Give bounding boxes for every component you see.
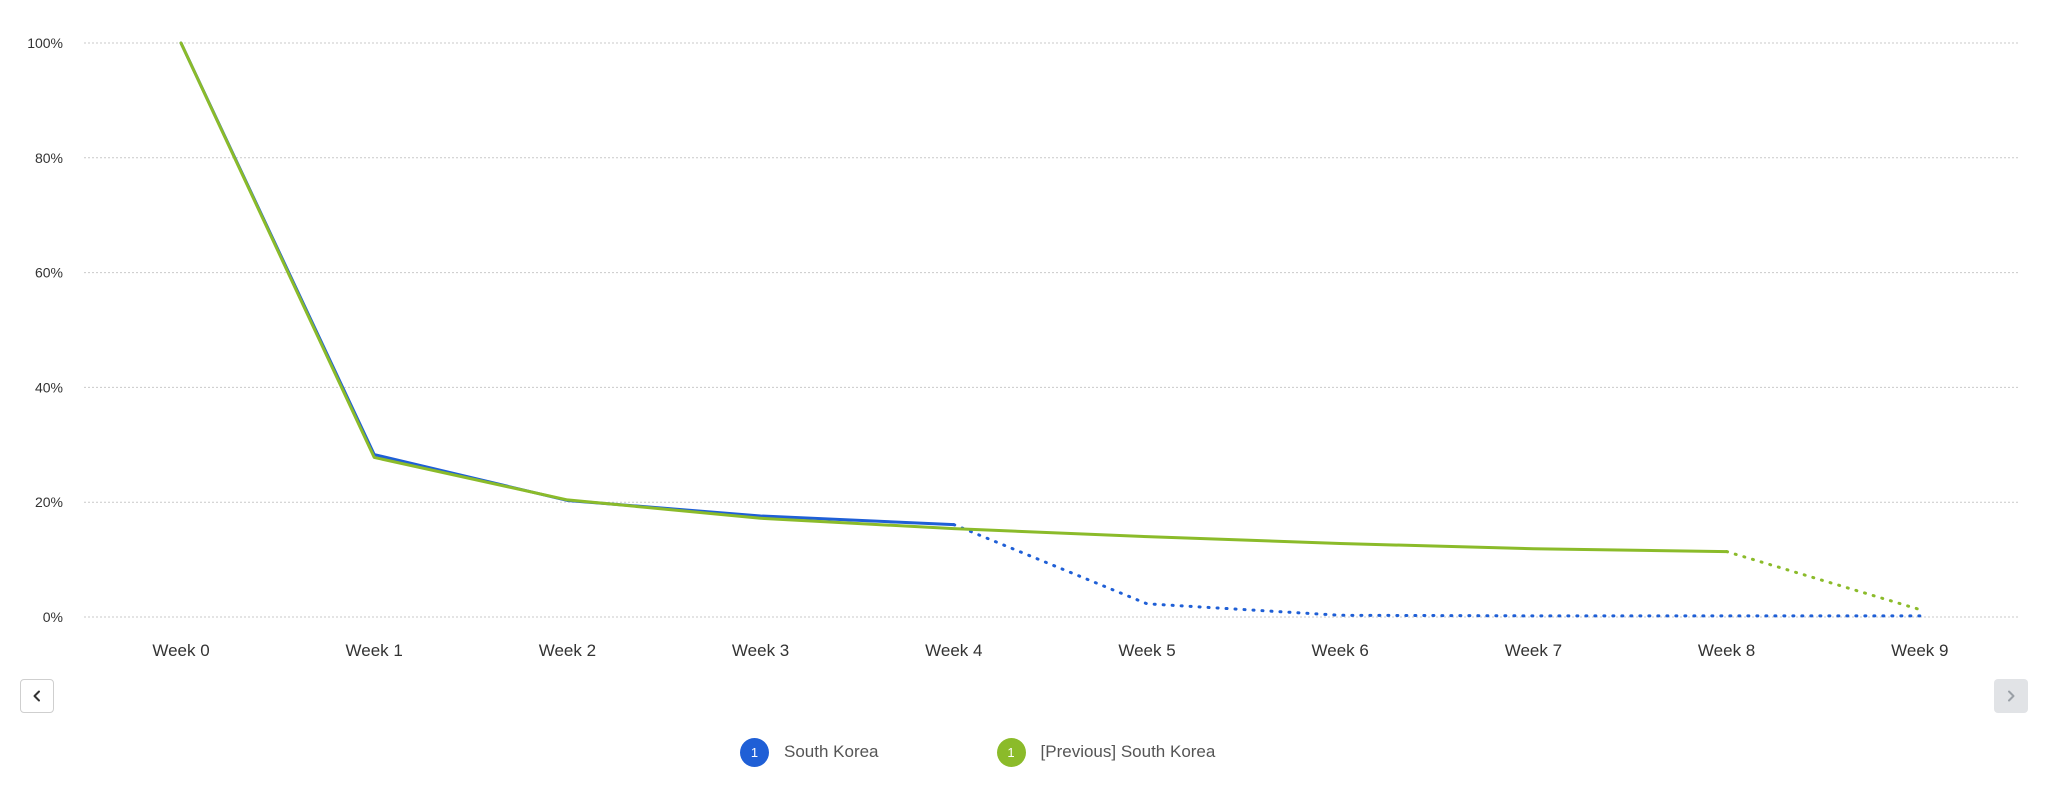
next-page-button[interactable] (1994, 679, 2028, 713)
legend-item-previous-south-korea[interactable]: 1 [Previous] South Korea (996, 737, 1216, 767)
x-axis-ticks: Week 0 Week 1 Week 2 Week 3 Week 4 Week 5 Week… (152, 641, 1948, 660)
series-lines (179, 41, 1922, 618)
series-badge: 1 (996, 737, 1026, 767)
x-tick-label: Week 3 (732, 641, 789, 660)
previous-page-button[interactable] (20, 679, 54, 713)
x-tick-label: Week 2 (539, 641, 596, 660)
retention-line-chart: 0%20%40%60%80%100% Week 0 Week 1 Week 2 Wee… (27, 35, 2018, 660)
legend-label: [Previous] South Korea (1040, 742, 1216, 761)
series-line-projected (1725, 550, 1922, 612)
y-tick-label: 60% (35, 265, 63, 281)
y-tick-label: 40% (35, 379, 63, 395)
x-tick-label: Week 1 (346, 641, 403, 660)
series-line-projected (952, 523, 1922, 618)
legend-label: South Korea (784, 742, 879, 761)
chevron-right-icon (2008, 690, 2015, 702)
y-axis-ticks: 0% 20% 40% 60% 80% 100% (27, 35, 63, 625)
y-tick-label: 0% (43, 609, 63, 625)
x-tick-label: Week 7 (1505, 641, 1562, 660)
x-tick-label: Week 4 (925, 641, 982, 660)
gridlines (84, 42, 2018, 618)
series-line-solid (179, 41, 1729, 554)
chevron-left-icon (33, 690, 40, 702)
x-tick-label: Week 8 (1698, 641, 1755, 660)
y-tick-label: 100% (27, 35, 63, 51)
chart-legend: 1 South Korea 1 [Previous] South Korea (740, 737, 1333, 767)
series-line-solid (179, 41, 956, 527)
x-tick-label: Week 9 (1891, 641, 1948, 660)
y-tick-label: 20% (35, 494, 63, 510)
x-tick-label: Week 5 (1118, 641, 1175, 660)
legend-item-south-korea[interactable]: 1 South Korea (740, 737, 879, 767)
x-tick-label: Week 0 (152, 641, 209, 660)
series-badge: 1 (740, 737, 769, 767)
x-tick-label: Week 6 (1312, 641, 1369, 660)
y-tick-label: 80% (35, 150, 63, 166)
